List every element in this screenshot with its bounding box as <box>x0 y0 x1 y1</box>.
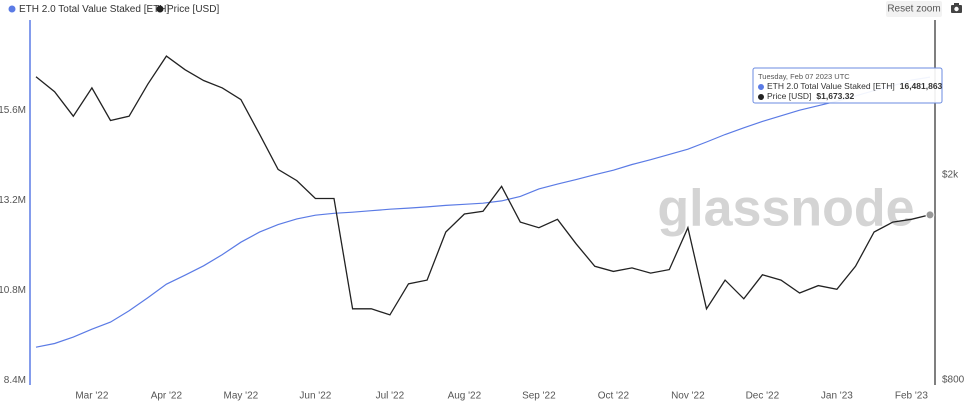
legend-label: Price [USD] <box>167 4 219 15</box>
tooltip-marker <box>758 94 764 100</box>
x-tick-label: Jan '23 <box>821 391 853 402</box>
legend-marker <box>8 5 16 13</box>
x-tick-label: Oct '22 <box>598 391 630 402</box>
watermark: glassnode <box>657 180 914 238</box>
tooltip-series-name: ETH 2.0 Total Value Staked [ETH] <box>767 81 895 91</box>
x-tick-label: Aug '22 <box>448 391 482 402</box>
reset-zoom-label[interactable]: Reset zoom <box>887 4 940 15</box>
camera-icon[interactable] <box>951 3 962 13</box>
y-tick-label: 10.8M <box>0 285 26 296</box>
hover-marker <box>925 210 935 220</box>
y-tick-label: 13.2M <box>0 195 26 206</box>
tooltip-row: Price [USD] $1,673.32 <box>767 91 854 101</box>
x-tick-label: Feb '23 <box>895 391 928 402</box>
y-tick-label: 15.6M <box>0 105 26 116</box>
x-tick-label: May '22 <box>224 391 259 402</box>
x-tick-label: Apr '22 <box>151 391 183 402</box>
y2-tick-label: $2k <box>942 170 959 181</box>
x-tick-label: Nov '22 <box>671 391 705 402</box>
tooltip-marker <box>758 84 764 90</box>
x-tick-label: Dec '22 <box>746 391 780 402</box>
tooltip-box <box>752 67 943 104</box>
reset-zoom-button[interactable] <box>886 1 942 17</box>
x-tick-label: Jun '22 <box>299 391 331 402</box>
x-tick-label: Sep '22 <box>522 391 556 402</box>
tooltip-value: $1,673.32 <box>816 91 854 101</box>
tooltip-series-name: Price [USD] <box>767 91 811 101</box>
tooltip-date: Tuesday, Feb 07 2023 UTC <box>758 72 850 81</box>
x-tick-label: Jul '22 <box>376 391 405 402</box>
y-tick-label: 8.4M <box>4 375 26 386</box>
legend-label: ETH 2.0 Total Value Staked [ETH] <box>19 4 169 15</box>
series-line <box>35 76 931 348</box>
x-tick-label: Mar '22 <box>75 391 108 402</box>
legend-marker <box>156 5 164 13</box>
series-line <box>35 55 931 316</box>
y2-tick-label: $800 <box>942 375 965 386</box>
tooltip-row: ETH 2.0 Total Value Staked [ETH] 16,481,8… <box>767 81 943 91</box>
tooltip-value: 16,481,863 <box>900 81 943 91</box>
